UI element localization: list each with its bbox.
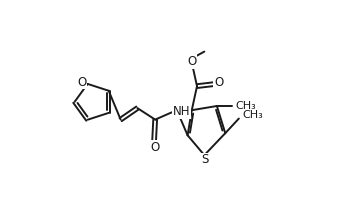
- Text: O: O: [77, 76, 86, 89]
- Text: S: S: [202, 153, 209, 166]
- Text: CH₃: CH₃: [243, 110, 263, 120]
- Text: O: O: [214, 77, 223, 89]
- Text: NH: NH: [173, 105, 190, 118]
- Text: O: O: [150, 141, 159, 154]
- Text: O: O: [187, 55, 196, 68]
- Text: CH₃: CH₃: [235, 100, 256, 111]
